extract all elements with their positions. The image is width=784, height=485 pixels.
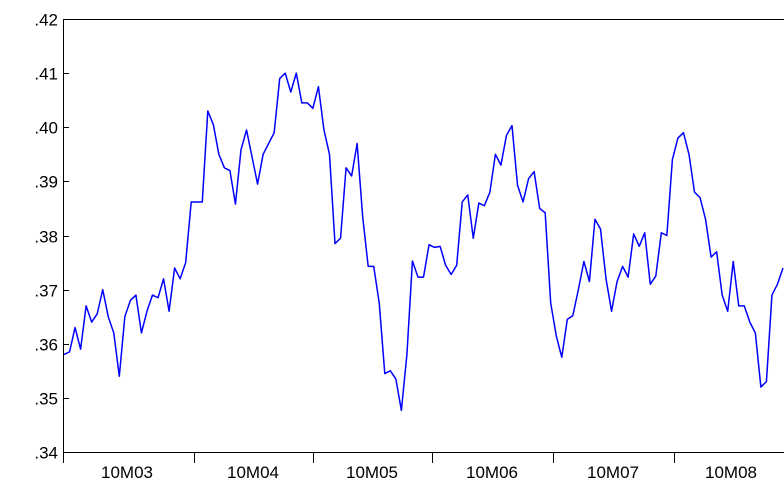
x-tick-label: 10M04 [227, 463, 279, 482]
x-axis: 10M03 10M04 10M05 10M06 10M07 10M08 [63, 452, 757, 482]
y-tick-label: .35 [34, 390, 58, 409]
y-tick-label: .42 [34, 11, 58, 30]
y-tick-label: .36 [34, 336, 58, 355]
y-tick-label: .37 [34, 282, 58, 301]
y-axis: .34 .35 .36 .37 .38 .39 .40 .41 .42 [34, 11, 69, 463]
x-tick-label: 10M08 [705, 463, 757, 482]
x-tick-label: 10M07 [587, 463, 639, 482]
x-tick-label: 10M06 [466, 463, 518, 482]
y-tick-label: .38 [34, 228, 58, 247]
y-tick-label: .39 [34, 173, 58, 192]
series-line [63, 72, 784, 412]
y-tick-label: .34 [34, 444, 58, 463]
y-tick-label: .40 [34, 119, 58, 138]
x-tick-label: 10M03 [101, 463, 153, 482]
x-tick-label: 10M05 [346, 463, 398, 482]
y-tick-label: .41 [34, 65, 58, 84]
